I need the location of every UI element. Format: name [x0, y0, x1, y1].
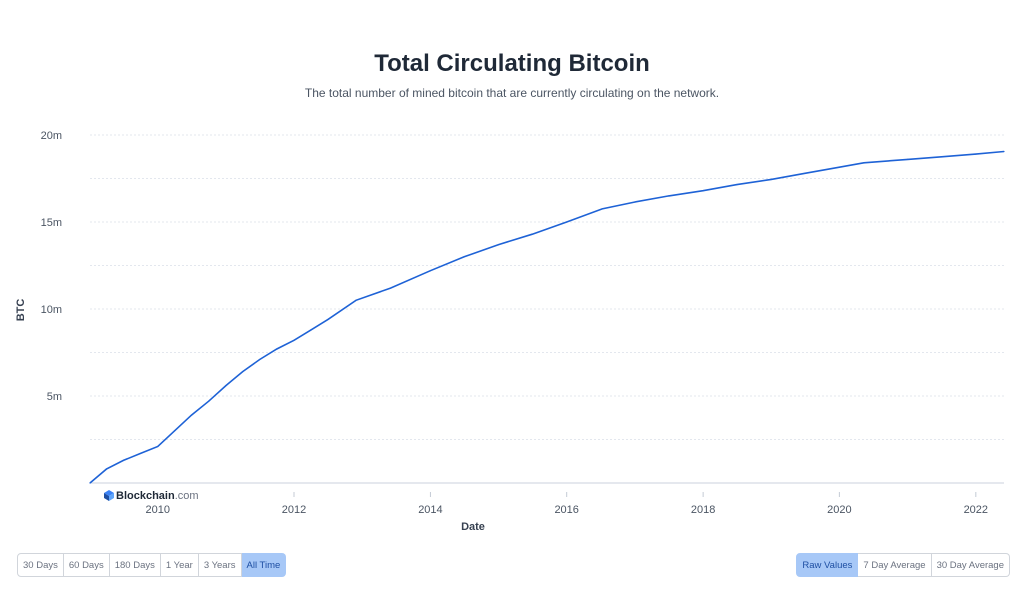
- data-point: [838, 166, 840, 168]
- data-point: [804, 172, 806, 174]
- y-tick-label: 5m: [47, 391, 62, 403]
- x-tick-label: 2012: [282, 504, 306, 516]
- range-3-years-button[interactable]: 3 Years: [198, 553, 242, 577]
- data-point: [497, 244, 500, 246]
- data-point: [531, 233, 533, 235]
- chart-title: Total Circulating Bitcoin: [374, 50, 650, 77]
- data-point: [770, 178, 772, 180]
- data-point: [89, 482, 91, 484]
- x-tick-label: 2014: [418, 504, 442, 516]
- x-axis-ticks: 2010 2012 2014 2016 2018 2020 2022: [146, 492, 988, 516]
- x-tick-label: 2016: [554, 504, 578, 516]
- data-point: [242, 371, 244, 373]
- x-tick-label: 2022: [964, 504, 988, 516]
- data-point: [208, 400, 210, 402]
- x-tick-label: 2010: [146, 504, 170, 516]
- data-point: [225, 384, 227, 387]
- data-point: [863, 162, 865, 164]
- data-point: [736, 183, 738, 186]
- data-point: [975, 153, 977, 155]
- mode-raw-values-button[interactable]: Raw Values: [796, 553, 859, 577]
- range-60-days-button[interactable]: 60 Days: [63, 553, 110, 577]
- data-point: [276, 348, 278, 350]
- mode-30-day-average-button[interactable]: 30 Day Average: [931, 553, 1010, 577]
- range-all-time-button[interactable]: All Time: [241, 553, 287, 577]
- y-tick-label: 15m: [41, 217, 62, 229]
- y-tick-label: 10m: [41, 304, 62, 316]
- data-point: [940, 156, 943, 158]
- x-tick-label: 2018: [691, 504, 715, 516]
- value-mode-selector: Raw Values 7 Day Average 30 Day Average: [796, 553, 1010, 577]
- y-axis-ticks: 5m 10m 15m 20m: [41, 130, 62, 403]
- data-point: [310, 329, 312, 331]
- brand-text: Blockchain.com: [116, 490, 199, 502]
- data-point: [173, 430, 176, 432]
- time-range-selector: 30 Days 60 Days 180 Days 1 Year 3 Years All T…: [17, 553, 287, 577]
- data-point: [105, 468, 108, 470]
- data-point: [139, 452, 142, 455]
- data-point: [634, 201, 636, 203]
- data-point: [668, 195, 670, 197]
- y-axis-title: BTC: [15, 299, 27, 322]
- data-point: [601, 208, 603, 210]
- data-point: [190, 414, 193, 416]
- data-point: [429, 270, 432, 272]
- data-point: [327, 318, 329, 321]
- data-point: [463, 256, 465, 258]
- chart-subtitle: The total number of mined bitcoin that a…: [304, 86, 720, 100]
- data-point: [389, 287, 392, 289]
- data-point: [566, 221, 568, 223]
- range-30-days-button[interactable]: 30 Days: [17, 553, 64, 577]
- grid-lines: [90, 134, 1004, 484]
- mode-7-day-average-button[interactable]: 7 Day Average: [858, 553, 932, 577]
- series-points: [89, 150, 1005, 484]
- data-point: [907, 158, 909, 160]
- blockchain-logo-icon: [104, 490, 114, 501]
- y-tick-label: 20m: [41, 130, 62, 142]
- range-180-days-button[interactable]: 180 Days: [109, 553, 161, 577]
- data-point: [259, 358, 261, 361]
- brand-logo: Blockchain.com: [104, 490, 199, 502]
- range-1-year-button[interactable]: 1 Year: [160, 553, 199, 577]
- data-point: [122, 459, 125, 461]
- x-axis-title: Date: [461, 521, 485, 533]
- data-point: [702, 190, 704, 192]
- x-tick-label: 2020: [827, 504, 851, 516]
- data-point: [1003, 150, 1005, 153]
- data-point: [293, 339, 295, 341]
- series-line[interactable]: [89, 150, 1005, 484]
- data-point: [157, 445, 159, 448]
- data-point: [355, 299, 357, 301]
